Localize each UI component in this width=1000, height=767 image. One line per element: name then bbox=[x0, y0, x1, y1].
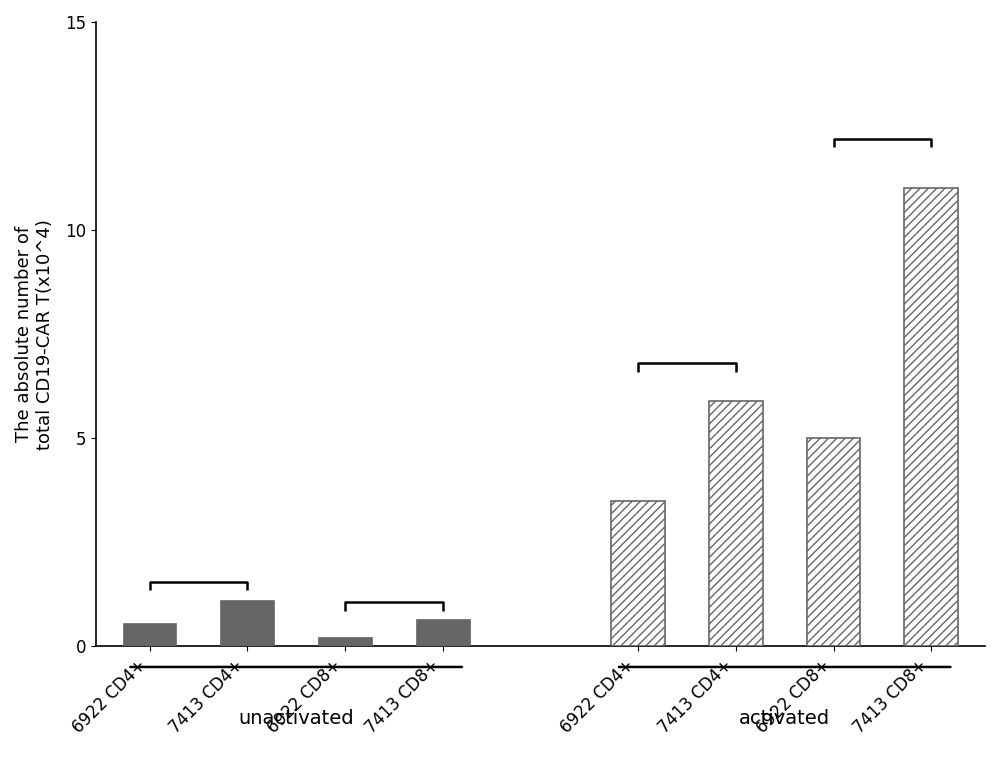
Bar bbox=[318, 637, 372, 646]
Bar bbox=[123, 624, 176, 646]
Bar bbox=[220, 601, 274, 646]
Y-axis label: The absolute number of
total CD19-CAR T(x10^4): The absolute number of total CD19-CAR T(… bbox=[15, 219, 54, 449]
Bar bbox=[807, 438, 860, 646]
Bar bbox=[904, 189, 958, 646]
Bar bbox=[611, 501, 665, 646]
Text: activated: activated bbox=[739, 709, 830, 728]
Bar bbox=[416, 619, 470, 646]
Text: unactivated: unactivated bbox=[238, 709, 354, 728]
Bar bbox=[709, 400, 763, 646]
